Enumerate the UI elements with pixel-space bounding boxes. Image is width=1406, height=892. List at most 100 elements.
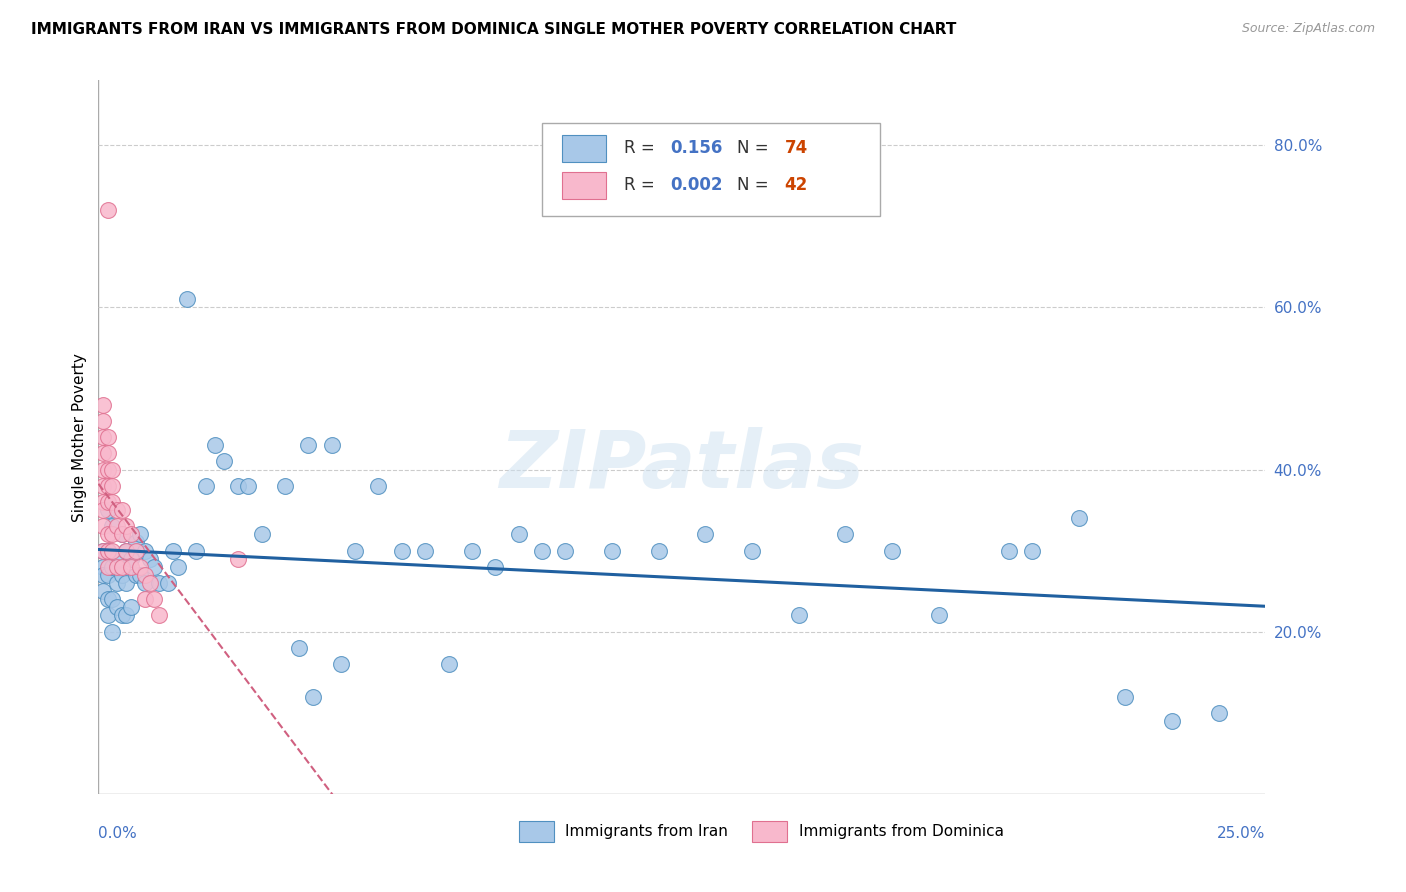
Point [111,503,134,517]
Point [97,446,120,460]
Point [91,584,114,599]
Point [166,559,188,574]
Point [105,559,128,574]
Point [91,398,114,412]
Text: R =: R = [624,139,659,157]
Point [695,527,717,541]
Point [91,495,114,509]
Point [834,527,856,541]
Point [97,559,120,574]
Point [115,543,138,558]
Point [288,640,311,655]
Point [148,608,170,623]
Point [115,543,138,558]
Point [101,479,124,493]
Point [194,479,217,493]
Y-axis label: Single Mother Poverty: Single Mother Poverty [72,352,87,522]
Point [302,690,325,704]
Point [162,543,184,558]
Point [101,592,124,607]
Point [101,559,124,574]
Point [530,543,553,558]
Point [97,568,120,582]
Point [125,543,148,558]
Point [228,479,250,493]
Point [105,600,128,615]
Point [105,503,128,517]
Point [111,527,134,541]
Point [139,551,162,566]
Point [321,438,343,452]
FancyBboxPatch shape [562,171,606,199]
Point [101,624,124,639]
Point [367,479,389,493]
Text: Immigrants from Iran: Immigrants from Iran [565,824,728,839]
Point [250,527,273,541]
Point [120,559,142,574]
Point [125,535,148,549]
Point [143,592,166,607]
Point [214,454,236,468]
Point [97,543,120,558]
Point [176,292,198,306]
Point [391,543,413,558]
Point [997,543,1019,558]
Point [129,568,152,582]
Point [880,543,903,558]
Point [484,559,506,574]
Point [148,576,170,591]
Text: 74: 74 [785,139,808,157]
Point [97,503,120,517]
Point [274,479,297,493]
Point [101,527,124,541]
Point [134,543,156,558]
Point [344,543,367,558]
Point [508,527,530,541]
Point [437,657,460,672]
Point [111,527,134,541]
Point [1208,706,1230,720]
Point [111,559,134,574]
FancyBboxPatch shape [562,135,606,161]
Text: Source: ZipAtlas.com: Source: ZipAtlas.com [1241,22,1375,36]
Point [120,600,142,615]
Text: ZIPatlas: ZIPatlas [499,426,865,505]
Text: R =: R = [624,177,659,194]
Point [143,559,166,574]
Point [105,551,128,566]
Point [91,462,114,476]
Point [97,430,120,444]
Point [91,568,114,582]
Point [236,479,259,493]
Point [228,551,250,566]
Point [204,438,226,452]
Point [97,462,120,476]
Point [928,608,950,623]
Point [120,551,142,566]
Point [115,576,138,591]
Text: IMMIGRANTS FROM IRAN VS IMMIGRANTS FROM DOMINICA SINGLE MOTHER POVERTY CORRELATI: IMMIGRANTS FROM IRAN VS IMMIGRANTS FROM … [31,22,956,37]
Point [413,543,436,558]
Point [105,576,128,591]
Text: 0.156: 0.156 [671,139,723,157]
Point [125,568,148,582]
Point [97,527,120,541]
Point [134,576,156,591]
Point [91,430,114,444]
Point [91,446,114,460]
FancyBboxPatch shape [519,821,554,842]
Point [741,543,763,558]
Point [120,527,142,541]
Point [101,462,124,476]
Point [1114,690,1136,704]
Point [97,495,120,509]
Point [129,559,152,574]
Point [97,202,120,217]
Point [1067,511,1090,525]
Point [101,543,124,558]
Point [134,568,156,582]
Point [1161,714,1184,728]
Text: Immigrants from Dominica: Immigrants from Dominica [799,824,1004,839]
Text: 42: 42 [785,177,808,194]
Point [101,519,124,533]
